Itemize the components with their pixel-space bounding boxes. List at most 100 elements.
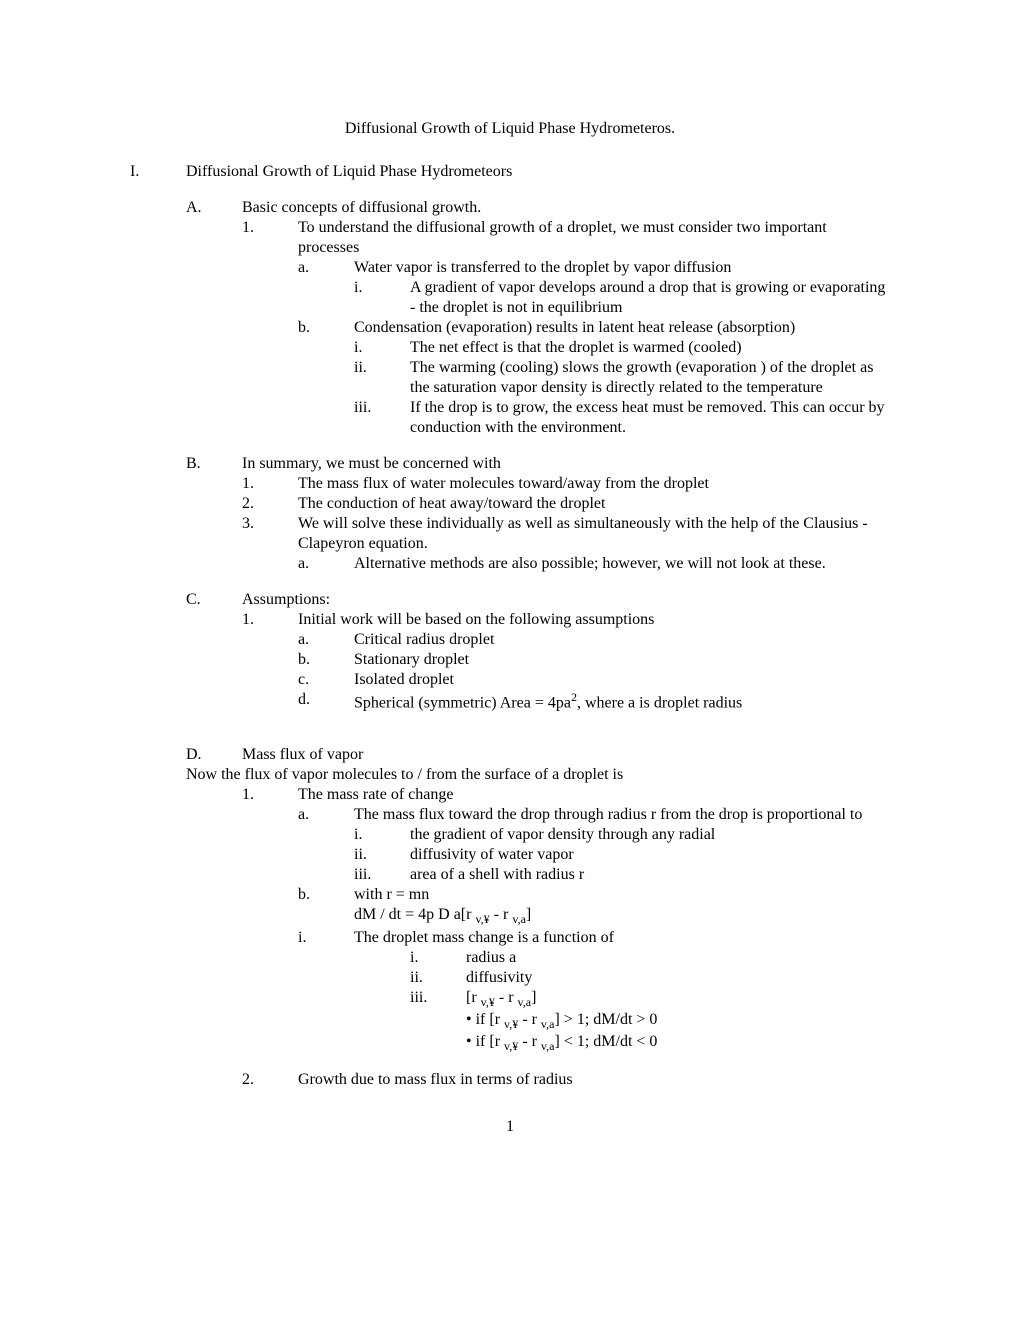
section-D: D. Mass flux of vapor — [186, 745, 890, 765]
item-text: with r = mn — [354, 885, 890, 905]
marker: a. — [298, 258, 354, 278]
marker: 1. — [242, 610, 298, 630]
marker: D. — [186, 745, 242, 765]
marker: 1. — [242, 474, 298, 494]
item-text: If the drop is to grow, the excess heat … — [410, 398, 890, 438]
item-D1: 1. The mass rate of change — [242, 785, 890, 805]
item-text: The mass rate of change — [298, 785, 890, 805]
item-text: diffusivity of water vapor — [410, 845, 890, 865]
item-text: Initial work will be based on the follow… — [298, 610, 890, 630]
item-D1i-ii: ii. diffusivity — [410, 968, 890, 988]
item-text: To understand the diffusional growth of … — [298, 218, 890, 258]
item-text: Water vapor is transferred to the drople… — [354, 258, 890, 278]
bullet-1: • if [r v,¥ - r v,a] > 1; dM/dt > 0 — [466, 1010, 890, 1032]
item-B3: 3. We will solve these individually as w… — [242, 514, 890, 554]
marker: i. — [354, 825, 410, 845]
item-text: Spherical (symmetric) Area = 4pa2, where… — [354, 690, 890, 713]
equation: dM / dt = 4p D a[r v,¥ - r v,a] — [354, 905, 890, 927]
bullet-text: • if [r v,¥ - r v,a] < 1; dM/dt < 0 — [466, 1032, 890, 1054]
item-text: Growth due to mass flux in terms of radi… — [298, 1070, 890, 1090]
item-text: radius a — [466, 948, 890, 968]
marker: b. — [298, 650, 354, 670]
marker: I. — [130, 162, 186, 182]
marker: c. — [298, 670, 354, 690]
marker: a. — [298, 554, 354, 574]
marker: a. — [298, 805, 354, 825]
item-text: The droplet mass change is a function of — [354, 928, 890, 948]
item-D1a-i: i. the gradient of vapor density through… — [354, 825, 890, 845]
item-C1d: d. Spherical (symmetric) Area = 4pa2, wh… — [298, 690, 890, 713]
item-B1: 1. The mass flux of water molecules towa… — [242, 474, 890, 494]
marker: C. — [186, 590, 242, 610]
item-C1c: c. Isolated droplet — [298, 670, 890, 690]
item-text: Alternative methods are also possible; h… — [354, 554, 890, 574]
item-text: The net effect is that the droplet is wa… — [410, 338, 890, 358]
marker: 2. — [242, 494, 298, 514]
bullet-2: • if [r v,¥ - r v,a] < 1; dM/dt < 0 — [466, 1032, 890, 1054]
item-D1b-eq: dM / dt = 4p D a[r v,¥ - r v,a] — [354, 905, 890, 927]
item-D1b: b. with r = mn — [298, 885, 890, 905]
marker: iii. — [354, 398, 410, 438]
marker: iii. — [410, 988, 466, 1010]
marker: 1. — [242, 785, 298, 805]
item-text: Stationary droplet — [354, 650, 890, 670]
marker: 2. — [242, 1070, 298, 1090]
item-text: The conduction of heat away/toward the d… — [298, 494, 890, 514]
marker: b. — [298, 885, 354, 905]
marker: i. — [354, 278, 410, 318]
bullet-text: • if [r v,¥ - r v,a] > 1; dM/dt > 0 — [466, 1010, 890, 1032]
item-C1a: a. Critical radius droplet — [298, 630, 890, 650]
item-text: The warming (cooling) slows the growth (… — [410, 358, 890, 398]
item-text: area of a shell with radius r — [410, 865, 890, 885]
marker: i. — [298, 928, 354, 948]
marker: ii. — [354, 845, 410, 865]
item-A1: 1. To understand the diffusional growth … — [242, 218, 890, 258]
item-text: the gradient of vapor density through an… — [410, 825, 890, 845]
marker: B. — [186, 454, 242, 474]
item-D1a-iii: iii. area of a shell with radius r — [354, 865, 890, 885]
marker: ii. — [354, 358, 410, 398]
item-text: Isolated droplet — [354, 670, 890, 690]
item-D1a: a. The mass flux toward the drop through… — [298, 805, 890, 825]
item-B3a: a. Alternative methods are also possible… — [298, 554, 890, 574]
item-text: Condensation (evaporation) results in la… — [354, 318, 890, 338]
item-text: We will solve these individually as well… — [298, 514, 890, 554]
item-D1i: i. The droplet mass change is a function… — [298, 928, 890, 948]
section-text: Assumptions: — [242, 590, 890, 610]
marker: d. — [298, 690, 354, 713]
marker: ii. — [410, 968, 466, 988]
marker: iii. — [354, 865, 410, 885]
item-D2: 2. Growth due to mass flux in terms of r… — [242, 1070, 890, 1090]
marker: 1. — [242, 218, 298, 258]
marker: b. — [298, 318, 354, 338]
item-A1b-i: i. The net effect is that the droplet is… — [354, 338, 890, 358]
section-text: Diffusional Growth of Liquid Phase Hydro… — [186, 162, 890, 182]
item-D1i-iii: iii. [r v,¥ - r v,a] — [410, 988, 890, 1010]
section-B: B. In summary, we must be concerned with — [186, 454, 890, 474]
item-text: A gradient of vapor develops around a dr… — [410, 278, 890, 318]
marker: 3. — [242, 514, 298, 554]
item-text: [r v,¥ - r v,a] — [466, 988, 890, 1010]
section-text: Mass flux of vapor — [242, 745, 890, 765]
item-C1: 1. Initial work will be based on the fol… — [242, 610, 890, 630]
page-number: 1 — [130, 1118, 890, 1136]
item-C1b: b. Stationary droplet — [298, 650, 890, 670]
section-text: Basic concepts of diffusional growth. — [242, 198, 890, 218]
section-C: C. Assumptions: — [186, 590, 890, 610]
item-text: diffusivity — [466, 968, 890, 988]
marker: i. — [410, 948, 466, 968]
section-text: In summary, we must be concerned with — [242, 454, 890, 474]
document-title: Diffusional Growth of Liquid Phase Hydro… — [130, 120, 890, 138]
item-A1a: a. Water vapor is transferred to the dro… — [298, 258, 890, 278]
intro-text: Now the flux of vapor molecules to / fro… — [186, 765, 890, 785]
item-A1b-iii: iii. If the drop is to grow, the excess … — [354, 398, 890, 438]
item-A1a-i: i. A gradient of vapor develops around a… — [354, 278, 890, 318]
item-A1b: b. Condensation (evaporation) results in… — [298, 318, 890, 338]
section-A: A. Basic concepts of diffusional growth. — [186, 198, 890, 218]
marker: A. — [186, 198, 242, 218]
item-D1a-ii: ii. diffusivity of water vapor — [354, 845, 890, 865]
item-A1b-ii: ii. The warming (cooling) slows the grow… — [354, 358, 890, 398]
section-D-intro: Now the flux of vapor molecules to / fro… — [186, 765, 890, 785]
item-B2: 2. The conduction of heat away/toward th… — [242, 494, 890, 514]
item-D1i-i: i. radius a — [410, 948, 890, 968]
